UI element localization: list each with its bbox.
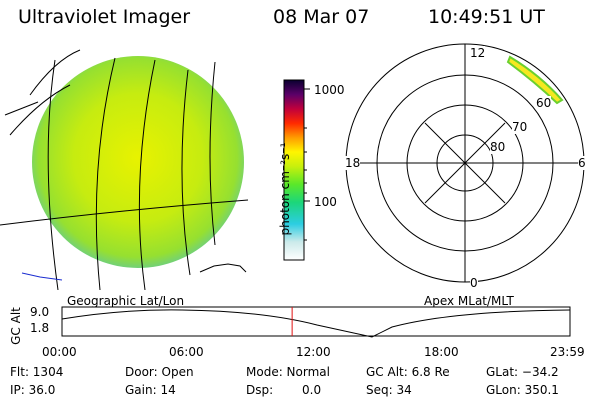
geographic-image [0,49,249,290]
instrument-title: Ultraviolet Imager [18,6,191,28]
mlat-label-80: 80 [490,140,506,154]
mlt-label-6: 6 [578,156,586,170]
status-dsp-value: 0.0 [302,383,322,397]
status-mode: Mode: Normal [246,365,330,379]
lon-line [181,69,191,276]
colorbar [283,79,310,261]
mlt-label-18: 18 [345,156,361,170]
mlt-label-12: 12 [470,46,486,60]
lon-line [138,59,156,290]
status-gcalt: GC Alt: 6.8 Re [366,365,450,379]
lon-line [47,59,59,290]
lon-line [95,57,116,290]
mlat-label-70: 70 [512,120,528,134]
timeline-ytick-9: 9.0 [30,305,50,319]
status-seq: Seq: 34 [366,383,412,397]
geographic-caption: Geographic Lat/Lon [67,294,185,308]
timeline-xtick-0600: 06:00 [169,345,204,359]
timeline-plot [61,306,571,338]
colorbar-unit-label: photon cm⁻²s⁻¹ [278,142,292,236]
status-dsp-label: Dsp: [246,383,274,397]
time-label: 10:49:51 UT [428,6,545,28]
lat-line [0,199,249,226]
timeline-axis-label: GC Alt [9,307,23,345]
timeline-ytick-1-8: 1.8 [30,321,50,335]
apex-caption: Apex MLat/MLT [424,294,514,308]
timeline-xtick-1800: 18:00 [424,345,459,359]
colorbar-tick-1000: 1000 [314,83,345,97]
lon-line [29,49,81,96]
polar-plot [345,43,585,283]
date-label: 08 Mar 07 [273,6,370,28]
lon-line [9,84,71,136]
lat-line [4,101,39,116]
timeline-xtick-0000: 00:00 [42,345,77,359]
timeline-xtick-1200: 12:00 [296,345,331,359]
altitude-curve [61,309,571,338]
status-door: Door: Open [125,365,194,379]
status-glon: GLon: 350.1 [486,383,559,397]
aurora-oval [506,55,564,105]
coastline [21,272,63,281]
lon-line [209,61,216,246]
mlat-label-60: 60 [536,96,552,110]
status-ip: IP: 36.0 [10,383,56,397]
colorbar-tick-100: 100 [314,195,337,209]
mlt-label-0: 0 [470,276,478,290]
coastline [199,263,247,273]
status-gain: Gain: 14 [125,383,176,397]
status-flt: Flt: 1304 [10,365,64,379]
status-glat: GLat: −34.2 [486,365,559,379]
timeline-xtick-2359: 23:59 [550,345,585,359]
